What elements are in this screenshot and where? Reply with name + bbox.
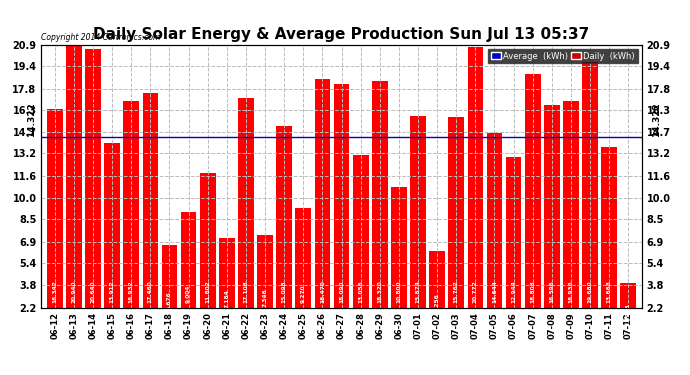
Text: 9.004: 9.004	[186, 285, 191, 303]
Bar	[582, 62, 598, 338]
Text: 17.108: 17.108	[244, 280, 248, 303]
Bar	[47, 109, 63, 338]
Text: Copyright 2014 Cartronics.com: Copyright 2014 Cartronics.com	[41, 33, 161, 42]
Bar	[429, 251, 445, 338]
Bar	[257, 235, 273, 338]
Bar	[563, 100, 579, 338]
Title: Daily Solar Energy & Average Production Sun Jul 13 05:37: Daily Solar Energy & Average Production …	[93, 27, 590, 42]
Bar	[506, 157, 522, 338]
Text: 11.802: 11.802	[205, 280, 210, 303]
Text: 20.772: 20.772	[473, 280, 478, 303]
Text: 14.322: 14.322	[28, 103, 37, 137]
Text: 13.912: 13.912	[110, 280, 115, 303]
Bar	[143, 93, 158, 338]
Text: 19.680: 19.680	[588, 280, 593, 303]
Text: 18.808: 18.808	[530, 280, 535, 303]
Bar	[124, 101, 139, 338]
Bar	[525, 74, 540, 338]
Bar	[410, 116, 426, 338]
Bar	[277, 126, 292, 338]
Bar	[181, 212, 197, 338]
Bar	[219, 237, 235, 338]
Text: 7.346: 7.346	[263, 289, 268, 308]
Text: 14.644: 14.644	[492, 280, 497, 303]
Bar	[104, 143, 120, 338]
Bar	[468, 47, 483, 338]
Text: 18.470: 18.470	[320, 280, 325, 303]
Text: 6.256: 6.256	[435, 293, 440, 312]
Bar	[372, 81, 388, 338]
Bar	[544, 105, 560, 338]
Text: 16.936: 16.936	[569, 280, 573, 303]
Text: 12.944: 12.944	[511, 280, 516, 303]
Text: 10.800: 10.800	[396, 281, 402, 303]
Text: 20.940: 20.940	[71, 281, 77, 303]
Text: 9.270: 9.270	[301, 285, 306, 303]
Text: 18.320: 18.320	[377, 280, 382, 303]
Text: 18.090: 18.090	[339, 281, 344, 303]
Text: 14.322: 14.322	[653, 103, 662, 137]
Text: 13.668: 13.668	[607, 280, 612, 303]
Text: 15.098: 15.098	[282, 280, 287, 303]
Bar	[161, 244, 177, 338]
Legend: Average  (kWh), Daily  (kWh): Average (kWh), Daily (kWh)	[489, 49, 638, 63]
Text: 17.460: 17.460	[148, 280, 153, 303]
Bar	[66, 45, 81, 338]
Bar	[353, 155, 368, 338]
Text: 15.874: 15.874	[415, 280, 420, 303]
Bar	[315, 79, 331, 338]
Text: 3.948: 3.948	[626, 303, 631, 322]
Text: 13.056: 13.056	[358, 280, 363, 303]
Bar	[620, 283, 636, 338]
Text: 6.676: 6.676	[167, 291, 172, 310]
Text: 15.762: 15.762	[454, 280, 459, 303]
Bar	[238, 98, 254, 338]
Text: 16.932: 16.932	[129, 280, 134, 303]
Text: 16.596: 16.596	[549, 280, 554, 303]
Bar	[486, 133, 502, 338]
Bar	[602, 147, 617, 338]
Bar	[448, 117, 464, 338]
Text: 16.342: 16.342	[52, 280, 57, 303]
Bar	[85, 49, 101, 338]
Bar	[391, 187, 406, 338]
Bar	[295, 208, 311, 338]
Bar	[334, 84, 349, 338]
Text: 20.640: 20.640	[90, 280, 95, 303]
Bar	[200, 173, 215, 338]
Text: 7.184: 7.184	[224, 290, 229, 308]
